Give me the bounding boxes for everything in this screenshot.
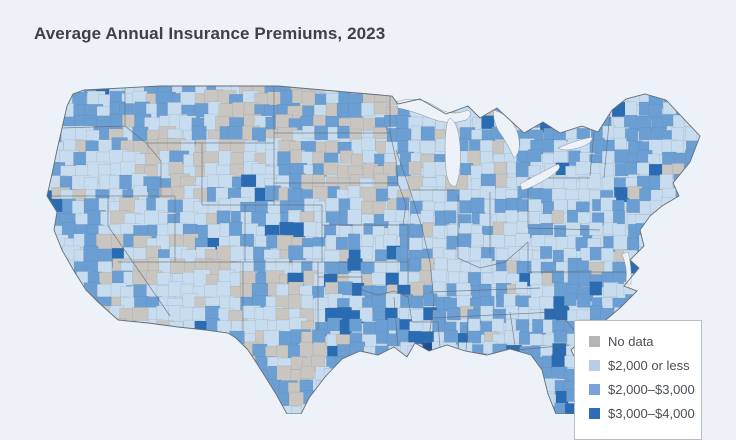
legend-item: $2,000 or less — [589, 358, 691, 373]
insurance-premiums-page: Average Annual Insurance Premiums, 2023 … — [0, 0, 736, 414]
legend-item: $2,000–$3,000 — [589, 382, 691, 397]
legend-item: No data — [589, 334, 691, 349]
legend-item-label: $2,000–$3,000 — [608, 382, 695, 397]
legend-swatch — [589, 336, 600, 347]
legend-items: No data$2,000 or less$2,000–$3,000$3,000… — [589, 334, 691, 421]
legend-swatch — [589, 360, 600, 371]
legend-swatch — [589, 384, 600, 395]
map-legend: No data$2,000 or less$2,000–$3,000$3,000… — [574, 320, 702, 440]
legend-item-label: $2,000 or less — [608, 358, 690, 373]
legend-item-label: No data — [608, 334, 654, 349]
